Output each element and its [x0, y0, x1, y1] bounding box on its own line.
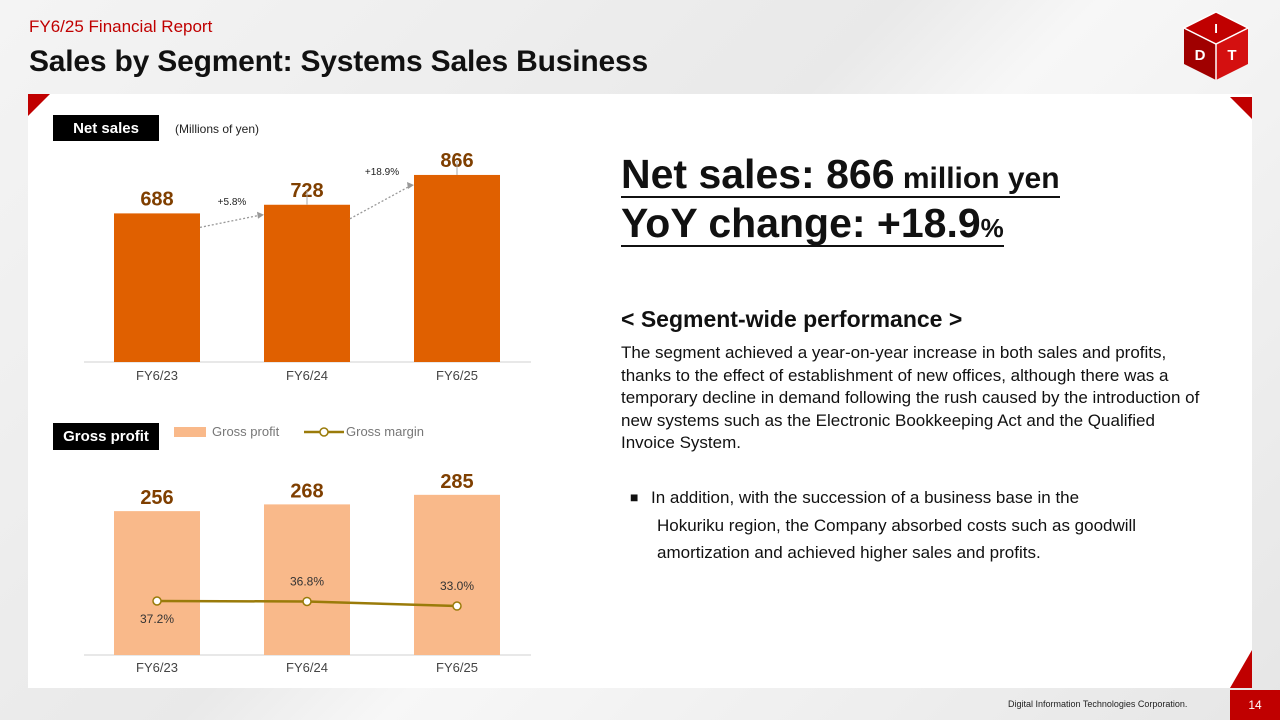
page-number: 14	[1230, 690, 1280, 720]
section-heading: < Segment-wide performance >	[621, 306, 963, 332]
net-sales-tag: Net sales	[53, 115, 159, 141]
dit-cube-logo-icon: D I T	[1182, 11, 1250, 80]
net-sales-bar	[264, 204, 350, 362]
logo-letter-i: I	[1214, 21, 1218, 36]
legend-gross-profit-label: Gross profit	[212, 424, 280, 439]
legend-gross-profit-swatch	[174, 426, 206, 437]
gross-margin-point	[152, 596, 162, 606]
report-label: FY6/25 Financial Report	[29, 17, 213, 36]
headline-net-sales-unit: million yen	[894, 162, 1060, 195]
corner-accent-bottom-right	[1230, 650, 1252, 688]
gross-profit-value-label: 256	[140, 487, 173, 509]
net-sales-value-label: 688	[140, 188, 173, 210]
headline-net-sales: Net sales: 866 million yen	[621, 151, 1060, 199]
net-sales-category-label: FY6/25	[436, 368, 478, 383]
bullet-line-1: In addition, with the succession of a bu…	[651, 488, 1080, 507]
gross-profit-bar	[414, 494, 500, 655]
gross-profit-category-label: FY6/25	[436, 660, 478, 675]
corner-accent-top-left	[28, 94, 50, 116]
logo-letter-d: D	[1195, 47, 1206, 64]
headline-yoy-unit: %	[980, 213, 1004, 243]
gross-profit-bar	[114, 511, 200, 655]
gross-profit-chart: 256 FY6/23 268 FY6/24 285 FY6/25 37.2% 36.8% 33.…	[84, 471, 531, 675]
legend-gross-margin-label: Gross margin	[346, 424, 425, 439]
legend-gross-margin: Gross margin	[304, 424, 424, 439]
bullet-line-3: amortization and achieved higher sales a…	[657, 543, 1041, 562]
gross-profit-category-label: FY6/24	[286, 660, 328, 675]
body-text: The segment achieved a year-on-year incr…	[621, 343, 1200, 452]
headline-net-sales-value: Net sales: 866	[621, 151, 895, 197]
growth-arrow-line	[349, 184, 413, 220]
units-label: (Millions of yen)	[175, 122, 260, 136]
net-sales-category-label: FY6/23	[136, 368, 178, 383]
headline-yoy-value: YoY change: +18.9	[621, 200, 981, 246]
net-sales-bar	[414, 174, 500, 362]
logo-letter-t: T	[1227, 47, 1236, 64]
gross-margin-value-label: 36.8%	[290, 574, 324, 588]
gross-profit-value-label: 285	[440, 471, 473, 493]
headline-yoy-change: YoY change: +18.9%	[621, 200, 1004, 248]
growth-arrow-line	[199, 214, 263, 229]
legend-gross-margin-swatch	[304, 426, 344, 437]
gross-margin-value-label: 37.2%	[140, 612, 174, 626]
growth-rate-label: +5.8%	[218, 197, 247, 208]
content-panel	[28, 94, 1252, 688]
bullet-item: ■ In addition, with the succession of a …	[630, 484, 1210, 567]
footer-company: Digital Information Technologies Corpora…	[1008, 699, 1188, 709]
legend-gross-profit: Gross profit	[174, 424, 279, 439]
page-title: Sales by Segment: Systems Sales Business	[29, 45, 648, 78]
gross-profit-tag: Gross profit	[53, 423, 159, 450]
gross-margin-point	[452, 601, 462, 611]
net-sales-bar	[114, 213, 200, 362]
bullet-square-icon: ■	[630, 489, 639, 505]
gross-profit-category-label: FY6/23	[136, 660, 178, 675]
growth-arrow-head-icon	[257, 211, 264, 219]
gross-profit-bar	[264, 504, 350, 655]
gross-margin-point	[302, 596, 312, 607]
gross-margin-value-label: 33.0%	[440, 579, 474, 593]
bullet-line-2: Hokuriku region, the Company absorbed co…	[657, 515, 1137, 535]
corner-accent-top-right	[1230, 97, 1252, 119]
growth-rate-label: +18.9%	[365, 167, 399, 178]
net-sales-category-label: FY6/24	[286, 368, 328, 383]
gross-profit-value-label: 268	[290, 480, 323, 502]
growth-arrow-head-icon	[407, 181, 414, 189]
